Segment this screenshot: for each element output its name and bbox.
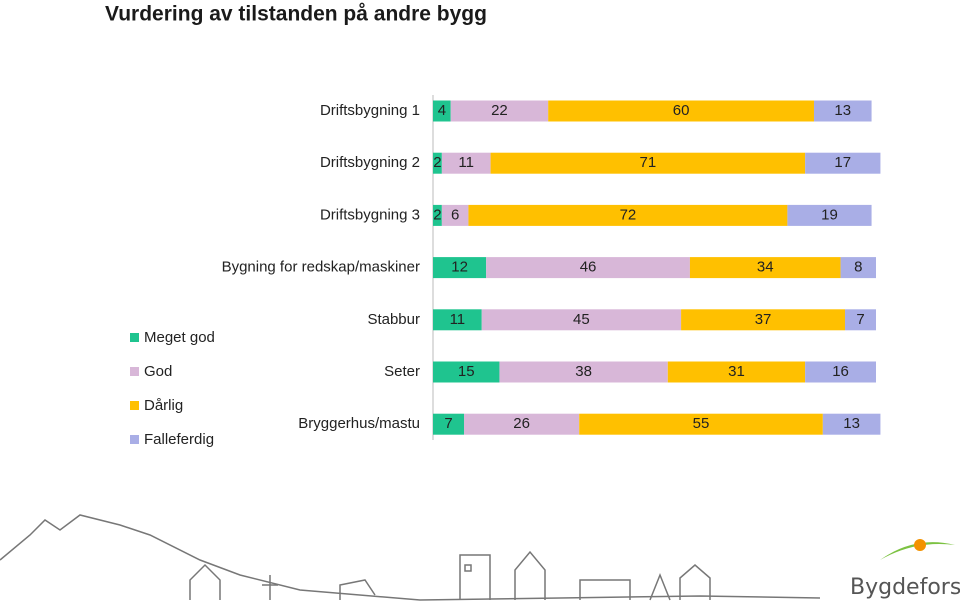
data-label: 16	[832, 363, 849, 380]
data-label: 31	[728, 363, 745, 380]
data-label: 19	[821, 206, 838, 223]
data-label: 55	[693, 415, 710, 432]
data-label: 45	[573, 311, 590, 328]
legend-label: Dårlig	[144, 397, 183, 414]
bar-segment	[681, 309, 845, 331]
bar-segment	[450, 100, 549, 122]
bar-segment	[433, 361, 500, 383]
y-tick-label: Bryggerhus/mastu	[298, 415, 420, 432]
data-label: 72	[620, 206, 637, 223]
legend-swatch	[130, 333, 139, 342]
data-label: 71	[640, 154, 657, 171]
data-label: 34	[757, 259, 774, 276]
bar-segment	[433, 152, 442, 174]
legend-swatch	[130, 367, 139, 376]
bar-segment	[468, 204, 788, 226]
data-label: 60	[673, 102, 690, 119]
skyline-decoration	[0, 514, 821, 601]
data-label: 7	[444, 415, 452, 432]
data-label: 46	[580, 259, 597, 276]
data-label: 15	[458, 363, 475, 380]
legend-label: Meget god	[144, 329, 215, 346]
bar-segment	[490, 152, 806, 174]
legend-label: God	[144, 363, 172, 380]
y-tick-label: Seter	[384, 363, 420, 380]
data-label: 2	[433, 154, 441, 171]
bar-segment	[844, 309, 876, 331]
bar-segment	[840, 257, 876, 279]
bar-segment	[433, 413, 465, 435]
bar-segment	[579, 413, 823, 435]
data-label: 4	[438, 102, 446, 119]
logo-sun	[914, 539, 926, 551]
data-label: 8	[854, 259, 862, 276]
y-tick-label: Stabbur	[367, 311, 420, 328]
bar-segment	[805, 361, 876, 383]
data-label: 7	[856, 311, 864, 328]
data-label: 38	[575, 363, 592, 380]
bar-segment	[433, 204, 442, 226]
bar-segment	[433, 100, 451, 122]
data-label: 11	[458, 154, 474, 171]
logo-text: Bygdeforskning	[850, 575, 960, 600]
data-label: 17	[834, 154, 851, 171]
bar-segment	[486, 257, 690, 279]
data-label: 26	[513, 415, 530, 432]
legend-swatch	[130, 435, 139, 444]
chart-title: Vurdering av tilstanden på andre bygg	[105, 3, 487, 26]
bar-segment	[787, 204, 872, 226]
data-label: 13	[834, 102, 851, 119]
data-label: 37	[755, 311, 772, 328]
data-label: 11	[450, 311, 466, 328]
bar-segment	[689, 257, 841, 279]
y-tick-label: Driftsbygning 2	[320, 154, 420, 171]
y-tick-label: Bygning for redskap/maskiner	[222, 259, 420, 276]
legend-swatch	[130, 401, 139, 410]
bar-segment	[441, 204, 469, 226]
bar-segment	[464, 413, 580, 435]
y-tick-label: Driftsbygning 3	[320, 206, 420, 223]
bar-segment	[805, 152, 881, 174]
legend-label: Falleferdig	[144, 431, 214, 448]
bar-segment	[433, 309, 482, 331]
y-tick-label: Driftsbygning 1	[320, 102, 420, 119]
bar-segment	[548, 100, 814, 122]
bar-segment	[441, 152, 491, 174]
bar-segment	[667, 361, 806, 383]
data-label: 12	[451, 259, 468, 276]
data-label: 6	[451, 206, 459, 223]
bar-segment	[481, 309, 682, 331]
bar-segment	[499, 361, 668, 383]
data-label: 22	[491, 102, 508, 119]
bar-segment	[822, 413, 881, 435]
bar-segment	[813, 100, 872, 122]
bar-segment	[433, 257, 487, 279]
data-label: 2	[433, 206, 441, 223]
data-label: 13	[843, 415, 860, 432]
